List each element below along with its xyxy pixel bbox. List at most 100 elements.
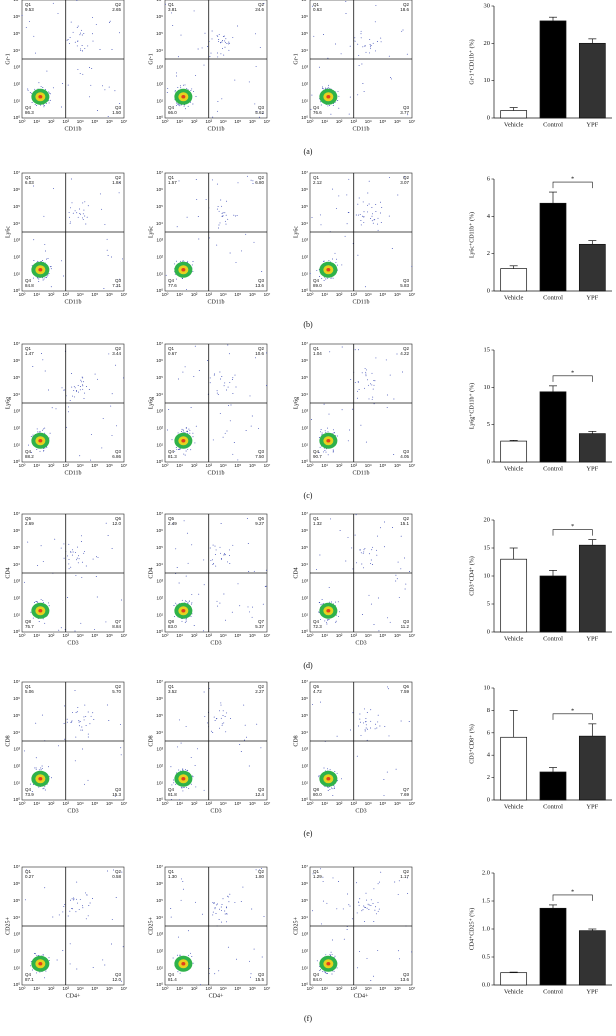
quadrant-value: 5.70 bbox=[112, 689, 121, 694]
event-dot bbox=[179, 104, 180, 105]
event-dot bbox=[229, 563, 230, 564]
event-dot bbox=[173, 782, 174, 783]
event-dot bbox=[336, 621, 337, 622]
event-dot bbox=[312, 704, 313, 705]
x-axis-label: CD11b bbox=[352, 470, 369, 476]
event-dot bbox=[219, 225, 220, 226]
event-dot bbox=[89, 723, 90, 724]
event-dot bbox=[223, 55, 224, 56]
event-dot bbox=[120, 724, 121, 725]
event-dot bbox=[249, 766, 250, 767]
event-dot bbox=[366, 369, 367, 370]
event-dot bbox=[84, 48, 85, 49]
event-dot bbox=[61, 548, 62, 549]
event-dot bbox=[189, 430, 190, 431]
event-dot bbox=[326, 624, 327, 625]
x-tick-label: 10³ bbox=[350, 986, 357, 991]
y-tick-label: 10⁷ bbox=[156, 0, 163, 2]
event-dot bbox=[398, 894, 399, 895]
y-tick-label: 1.0 bbox=[482, 925, 490, 932]
event-dot bbox=[332, 954, 333, 955]
x-tick-label: 10⁷ bbox=[121, 633, 128, 638]
event-dot bbox=[175, 603, 176, 604]
event-dot bbox=[345, 561, 346, 562]
y-tick-label: 10⁰ bbox=[156, 115, 163, 120]
event-dot bbox=[82, 50, 83, 51]
event-dot bbox=[209, 56, 210, 57]
event-dot bbox=[183, 454, 184, 455]
event-dot bbox=[83, 716, 84, 717]
event-dot bbox=[36, 449, 37, 450]
y-tick-label: 10² bbox=[156, 254, 163, 259]
event-dot bbox=[39, 432, 40, 433]
x-axis-label: CD3 bbox=[67, 808, 78, 814]
event-dot bbox=[52, 407, 53, 408]
quadrant-value: 5.62 bbox=[255, 110, 264, 115]
event-dot bbox=[28, 445, 29, 446]
event-dot bbox=[358, 349, 359, 350]
event-dot bbox=[86, 566, 87, 567]
event-dot bbox=[48, 766, 49, 767]
density-blob bbox=[38, 777, 42, 781]
event-dot bbox=[369, 398, 370, 399]
event-dot bbox=[254, 571, 255, 572]
event-dot bbox=[74, 899, 75, 900]
quadrant-value: 87.1 bbox=[25, 977, 34, 982]
event-dot bbox=[397, 195, 398, 196]
event-dot bbox=[180, 448, 181, 449]
event-dot bbox=[380, 38, 381, 39]
event-dot bbox=[210, 382, 211, 383]
event-dot bbox=[219, 372, 220, 373]
x-tick-label: 10⁷ bbox=[409, 986, 416, 991]
y-tick-label: 10⁵ bbox=[156, 545, 163, 550]
event-dot bbox=[220, 200, 221, 201]
event-dot bbox=[71, 179, 72, 180]
event-dot bbox=[331, 602, 332, 603]
event-dot bbox=[260, 47, 261, 48]
quadrant-value: 1.04 bbox=[313, 351, 322, 356]
quadrant-value: 90.7 bbox=[313, 454, 322, 459]
event-dot bbox=[80, 33, 81, 34]
x-tick-label: 10³ bbox=[350, 801, 357, 806]
event-dot bbox=[222, 40, 223, 41]
event-dot bbox=[224, 212, 225, 213]
event-dot bbox=[53, 87, 54, 88]
event-dot bbox=[381, 222, 382, 223]
event-dot bbox=[369, 39, 370, 40]
quadrant-value: 81.4 bbox=[168, 977, 177, 982]
bar bbox=[501, 973, 527, 985]
x-tick-label: 10² bbox=[191, 292, 198, 297]
event-dot bbox=[401, 536, 402, 537]
density-blob bbox=[38, 609, 42, 613]
event-dot bbox=[75, 911, 76, 912]
event-dot bbox=[401, 31, 402, 32]
y-tick-label: 0 bbox=[487, 458, 490, 465]
event-dot bbox=[40, 105, 41, 106]
event-dot bbox=[222, 216, 223, 217]
quadrant-value: 76.6 bbox=[313, 110, 322, 115]
event-dot bbox=[266, 586, 267, 587]
y-tick-label: 10⁶ bbox=[156, 358, 163, 363]
y-tick-label: 10⁰ bbox=[301, 459, 308, 464]
event-dot bbox=[338, 616, 339, 617]
panel-label: (b) bbox=[303, 320, 313, 329]
panel-label: (d) bbox=[303, 661, 313, 670]
event-dot bbox=[249, 81, 250, 82]
x-tick-label: 10¹ bbox=[321, 463, 328, 468]
event-dot bbox=[103, 288, 104, 289]
x-axis-label: CD11b bbox=[64, 299, 81, 305]
event-dot bbox=[213, 563, 214, 564]
event-dot bbox=[229, 549, 230, 550]
y-axis-label: CD3⁺CD4⁺ (%) bbox=[468, 556, 475, 596]
event-dot bbox=[204, 584, 205, 585]
event-dot bbox=[82, 730, 83, 731]
x-tick-label: 10⁷ bbox=[409, 119, 416, 124]
event-dot bbox=[370, 218, 371, 219]
event-dot bbox=[44, 977, 45, 978]
quadrant-value: 13.6 bbox=[255, 283, 264, 288]
quadrant-value: 15.3 bbox=[112, 792, 121, 797]
event-dot bbox=[322, 88, 323, 89]
event-dot bbox=[50, 433, 51, 434]
event-dot bbox=[178, 104, 179, 105]
event-dot bbox=[387, 407, 388, 408]
